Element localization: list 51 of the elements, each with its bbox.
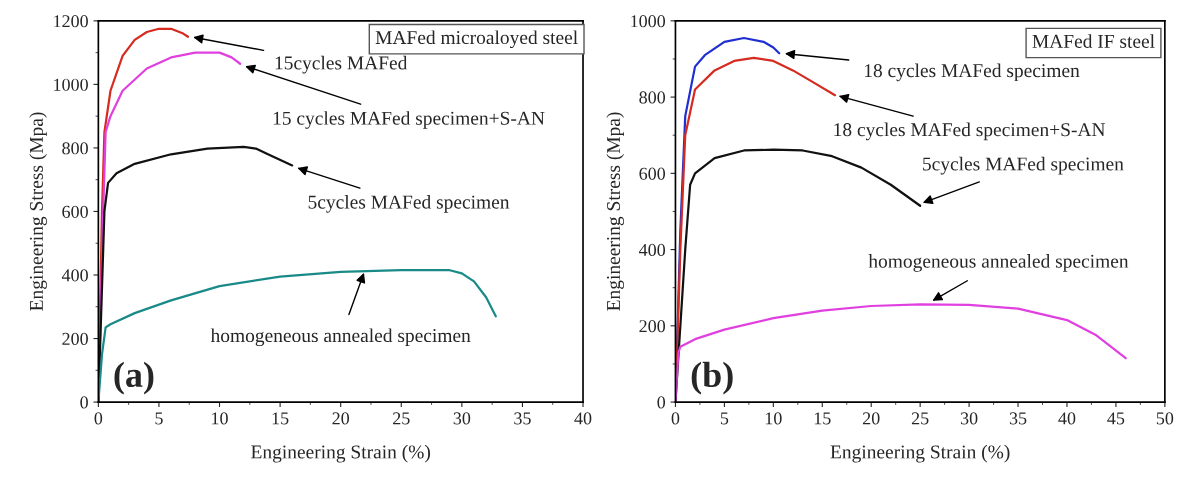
x-tick-label: 10 <box>212 412 228 425</box>
y-tick-label: 0 <box>80 396 88 409</box>
annotation: 5cycles MAFed specimen <box>308 194 510 213</box>
x-axis-title: Engineering Strain (%) <box>830 444 1010 463</box>
y-axis-title: Engineering Stress (Mpa) <box>29 112 47 311</box>
x-tick-label: 50 <box>1156 412 1174 425</box>
x-tick-label: 10 <box>765 412 782 425</box>
x-tick-label: 40 <box>1058 412 1076 425</box>
y-tick-label: 0 <box>657 396 666 409</box>
x-tick-label: 30 <box>453 412 471 425</box>
annotation: 15cycles MAFed <box>275 55 408 74</box>
annotation: 15 cycles MAFed specimen+S-AN <box>273 111 545 129</box>
y-tick-label: 1000 <box>631 15 666 28</box>
x-tick-label: 15 <box>814 412 831 425</box>
annotation: MAFed microaloyed steel <box>375 30 578 49</box>
annotation: 18 cycles MAFed specimen <box>864 63 1080 82</box>
x-tick-label: 25 <box>393 412 410 425</box>
line-series <box>98 269 497 403</box>
annotation: 18 cycles MAFed specimen+S-AN <box>834 122 1106 141</box>
y-tick-label: 1200 <box>54 15 88 28</box>
y-tick-label: 600 <box>62 205 88 218</box>
annotation: (b) <box>691 361 733 395</box>
x-tick-label: 40 <box>574 412 592 425</box>
y-tick-label: 1000 <box>54 78 88 91</box>
x-tick-label: 20 <box>332 412 350 425</box>
annotation: 5cycles MAFed specimen <box>923 156 1124 175</box>
annotation: (a) <box>114 361 154 395</box>
y-tick-label: 200 <box>639 320 666 333</box>
y-axis-title: Engineering Stress (Mpa) <box>606 112 625 311</box>
y-tick-label: 200 <box>62 332 88 345</box>
annotation: homogeneous annealed specimen <box>210 328 471 347</box>
y-tick-label: 800 <box>62 142 88 155</box>
line-series <box>675 303 1127 403</box>
x-tick-label: 20 <box>862 412 880 425</box>
x-tick-label: 35 <box>1009 412 1027 425</box>
y-tick-label: 400 <box>639 243 666 257</box>
x-tick-label: 25 <box>911 412 929 425</box>
x-tick-label: 5 <box>720 412 729 425</box>
annotation: MAFed IF steel <box>1032 34 1155 48</box>
y-tick-label: 800 <box>639 91 666 104</box>
x-tick-label: 5 <box>155 412 163 425</box>
x-tick-label: 0 <box>671 412 680 425</box>
x-tick-label: 30 <box>960 412 978 425</box>
annotation: homogeneous annealed specimen <box>868 254 1129 272</box>
x-tick-label: 45 <box>1107 412 1125 425</box>
y-tick-label: 600 <box>639 167 666 180</box>
x-tick-label: 0 <box>94 412 103 425</box>
y-tick-label: 400 <box>61 269 88 282</box>
x-axis-title: Engineering Strain (%) <box>251 444 431 463</box>
x-tick-label: 35 <box>514 412 531 425</box>
x-tick-label: 15 <box>272 412 289 425</box>
